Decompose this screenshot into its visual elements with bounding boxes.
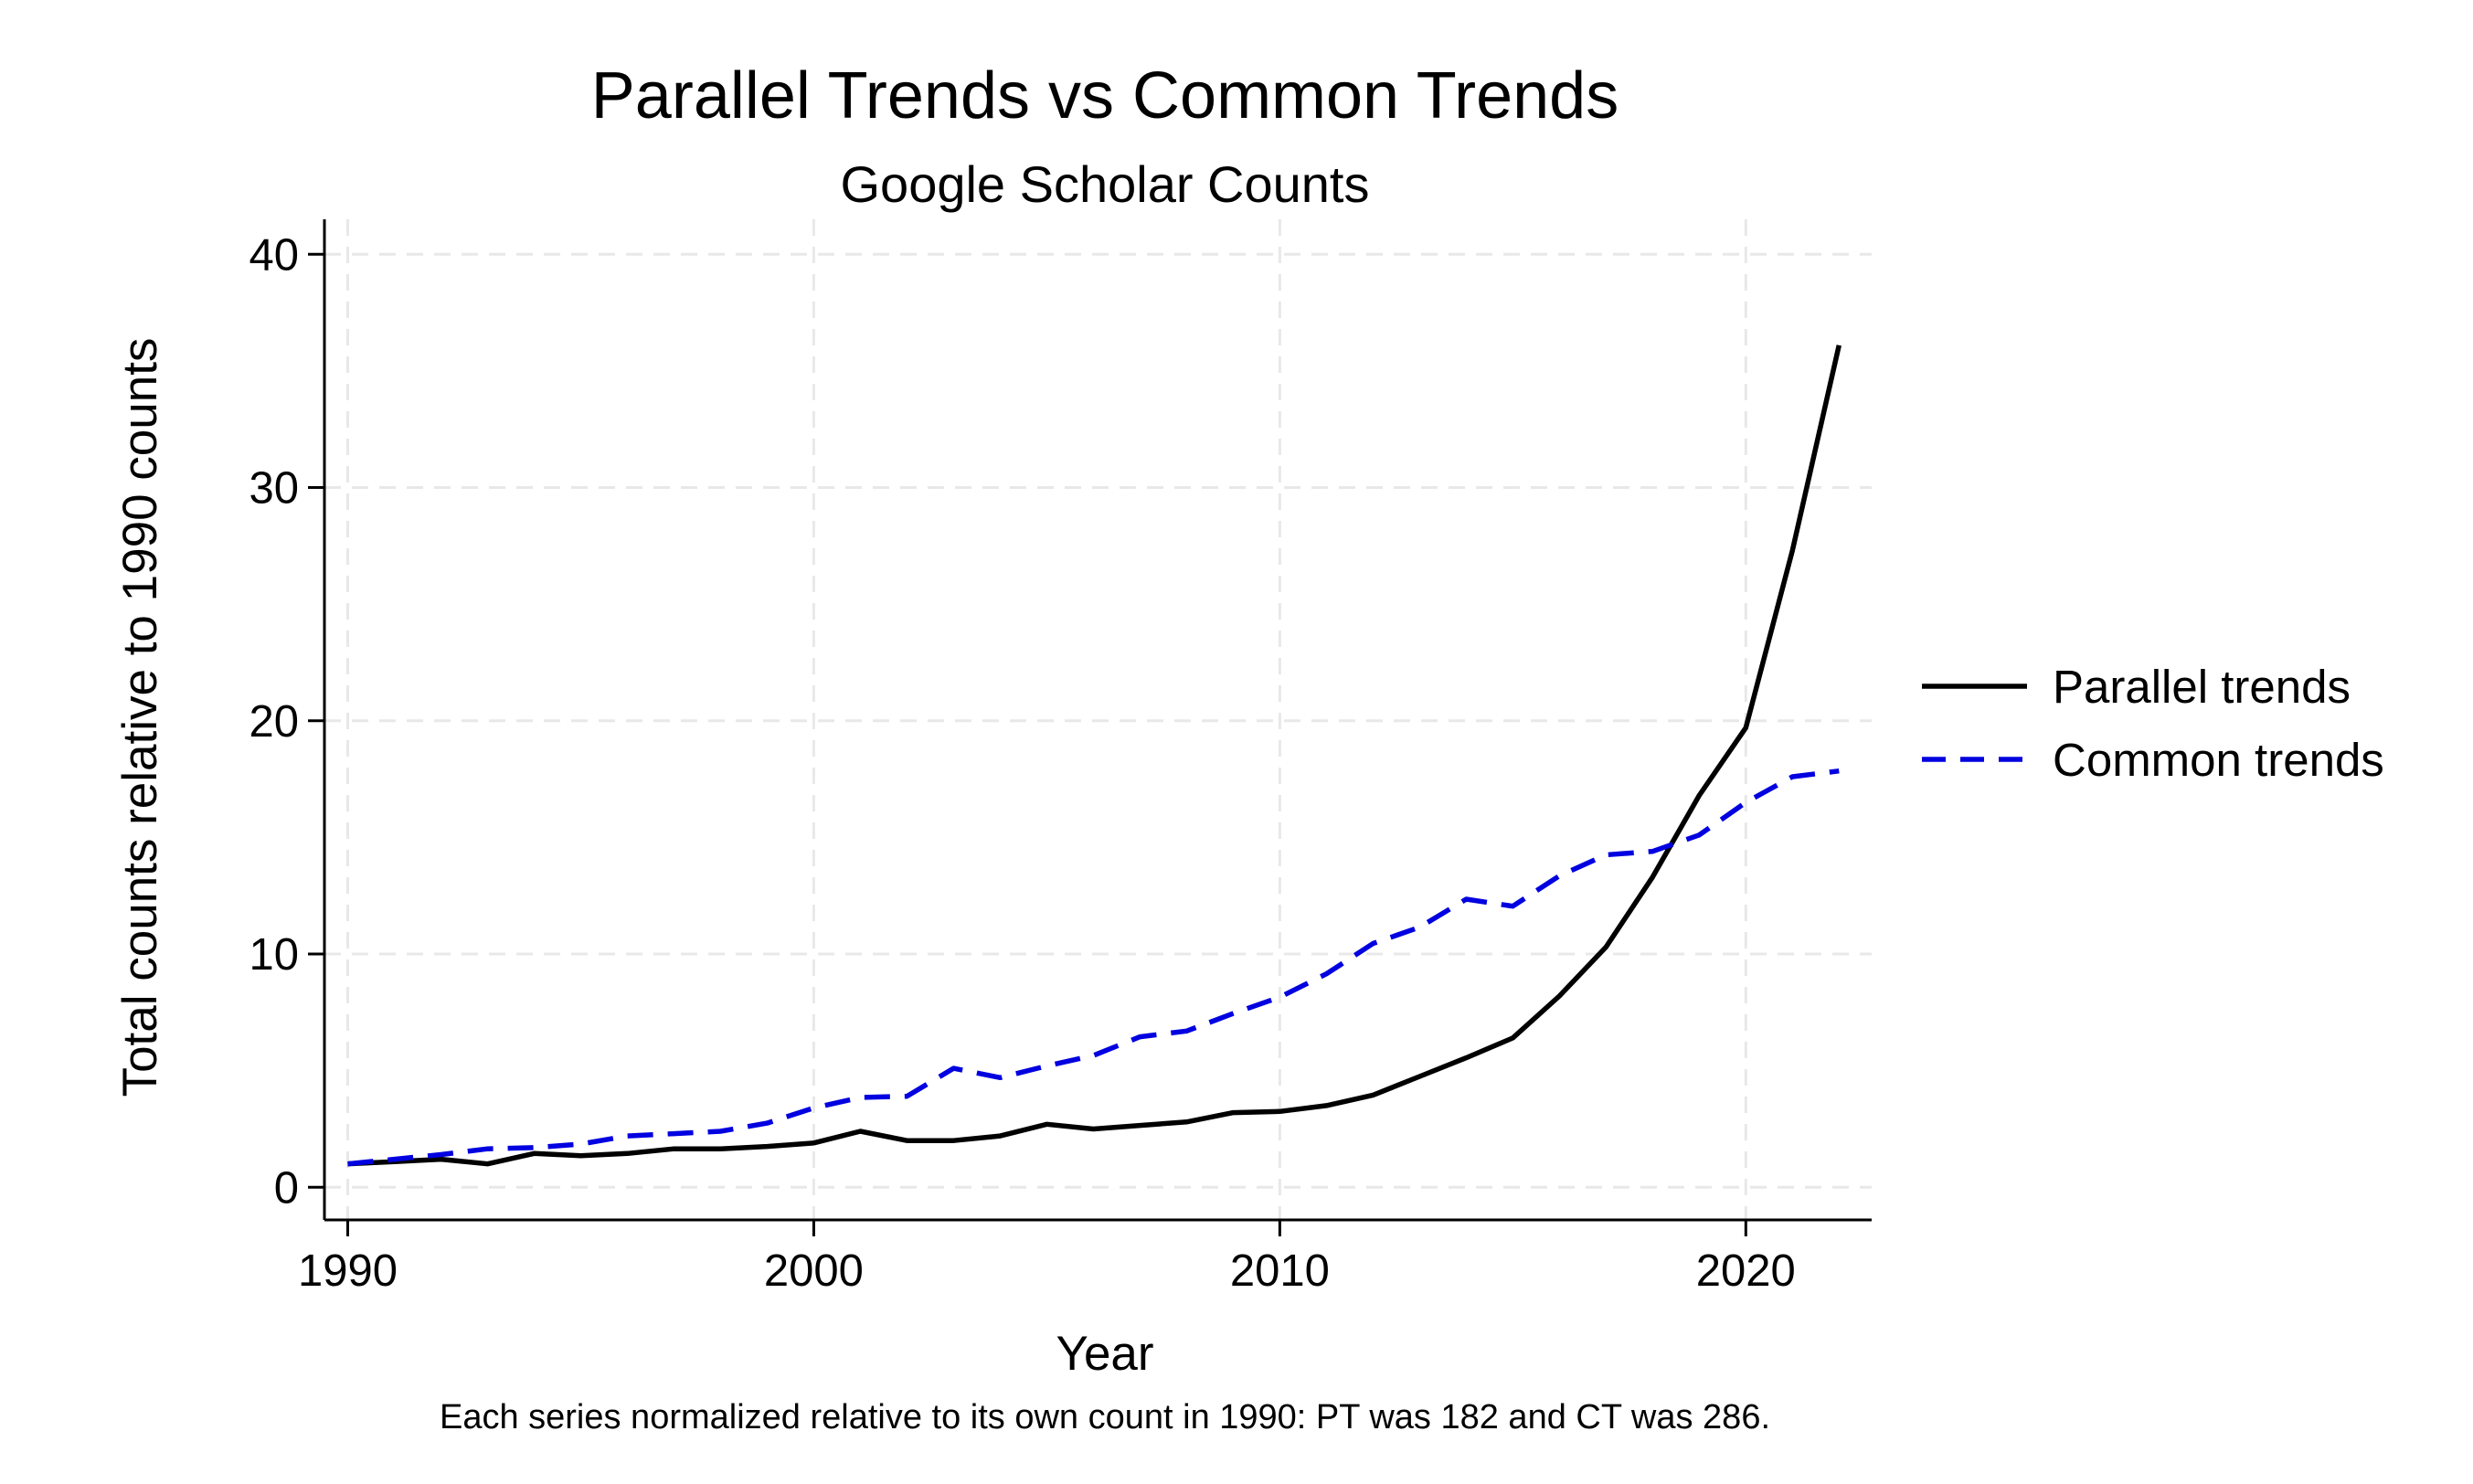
x-tick-label-1990: 1990 (298, 1246, 398, 1296)
x-axis-title: Year (1056, 1327, 1153, 1381)
gridlines (324, 219, 1872, 1220)
legend-label-parallel-trends: Parallel trends (2053, 661, 2351, 713)
y-tick-label-0: 0 (274, 1163, 299, 1213)
chart-note: Each series normalized relative to its o… (440, 1398, 1770, 1436)
x-tick-label-2000: 2000 (764, 1246, 864, 1296)
series-line-parallel-trends (347, 344, 1841, 1167)
y-tick-label-10: 10 (249, 930, 299, 980)
series-lines (347, 344, 1841, 1167)
y-tick-label-30: 30 (249, 464, 299, 514)
x-tick-label-2020: 2020 (1696, 1246, 1796, 1296)
y-axis-title: Total counts relative to 1990 counts (113, 338, 167, 1097)
tick-labels: 0 10 20 30 40 1990 2000 2010 2020 (249, 230, 1795, 1296)
y-tick-label-20: 20 (249, 697, 299, 747)
x-tick-label-2010: 2010 (1230, 1246, 1330, 1296)
y-tick-label-40: 40 (249, 230, 299, 280)
axes (308, 219, 1872, 1236)
legend: Parallel trends Common trends (1922, 661, 2384, 786)
series-line-common-trends (347, 768, 1840, 1167)
chart-subtitle: Google Scholar Counts (840, 155, 1369, 213)
legend-label-common-trends: Common trends (2053, 734, 2384, 786)
chart-title: Parallel Trends vs Common Trends (591, 59, 1619, 132)
